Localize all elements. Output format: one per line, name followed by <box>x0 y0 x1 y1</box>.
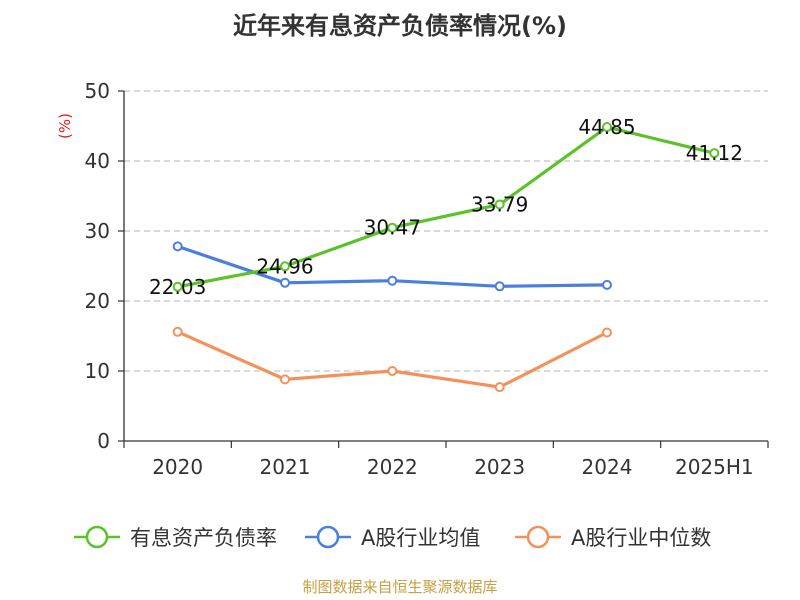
data-point[interactable] <box>280 374 290 385</box>
legend-item[interactable]: A股行业中位数 <box>515 525 711 550</box>
data-label: 33.79 <box>471 192 528 216</box>
x-tick-label: 2025H1 <box>675 455 754 479</box>
data-point[interactable] <box>602 122 612 133</box>
source-note: 制图数据来自恒生聚源数据库 <box>302 578 497 596</box>
legend-marker <box>526 525 550 549</box>
data-point[interactable] <box>387 222 398 233</box>
data-label: 44.85 <box>578 115 635 139</box>
data-point[interactable] <box>494 382 505 393</box>
chart-title: 近年来有息资产负债率情况(%) <box>233 12 567 40</box>
series-line <box>177 125 715 289</box>
y-tick-label: 0 <box>97 429 110 453</box>
data-label: 41.12 <box>686 141 743 165</box>
x-tick-label: 2020 <box>152 455 203 479</box>
data-point[interactable] <box>280 277 290 288</box>
y-tick-label: 50 <box>85 79 110 103</box>
legend-marker <box>85 525 109 549</box>
data-point[interactable] <box>494 281 505 292</box>
legend-label: A股行业中位数 <box>571 526 711 550</box>
data-point[interactable] <box>280 261 290 272</box>
y-tick-label: 20 <box>85 289 110 313</box>
x-tick-label: 2024 <box>582 455 633 479</box>
legend-item[interactable]: 有息资产负债率 <box>74 525 277 550</box>
y-tick-label: 40 <box>85 149 110 173</box>
data-point[interactable] <box>602 327 612 338</box>
data-labels: 22.03 24.96 30.47 33.79 44.85 41.12 <box>149 115 743 299</box>
data-point[interactable] <box>172 241 183 252</box>
data-point[interactable] <box>387 366 398 376</box>
legend-marker <box>316 525 340 549</box>
data-label: 22.03 <box>149 275 206 299</box>
y-tick-label: 10 <box>85 359 110 383</box>
y-tick-label: 30 <box>85 219 110 243</box>
x-tick-label: 2023 <box>474 455 525 479</box>
x-tick-label: 2022 <box>367 455 418 479</box>
y-axis-label: (%) <box>56 113 74 139</box>
data-point[interactable] <box>602 279 612 290</box>
axes: 0 10 20 30 40 50 2020 2021 2022 2023 2024 2025H1 <box>85 79 769 479</box>
legend-item[interactable]: A股行业均值 <box>305 525 480 550</box>
data-label: 24.96 <box>256 254 313 278</box>
series-line <box>177 330 608 389</box>
data-point[interactable] <box>387 275 398 286</box>
series-lines <box>172 122 720 393</box>
legend-label: 有息资产负债率 <box>130 526 277 550</box>
data-label: 30.47 <box>364 216 421 240</box>
legend-label: A股行业均值 <box>361 526 480 550</box>
legend[interactable]: 有息资产负债率 A股行业均值 A股行业中位数 <box>74 525 711 550</box>
x-tick-label: 2021 <box>260 455 311 479</box>
data-point[interactable] <box>494 199 505 210</box>
data-point[interactable] <box>709 148 720 159</box>
data-point[interactable] <box>172 326 183 337</box>
grid-lines <box>124 90 768 372</box>
data-point[interactable] <box>172 281 183 292</box>
